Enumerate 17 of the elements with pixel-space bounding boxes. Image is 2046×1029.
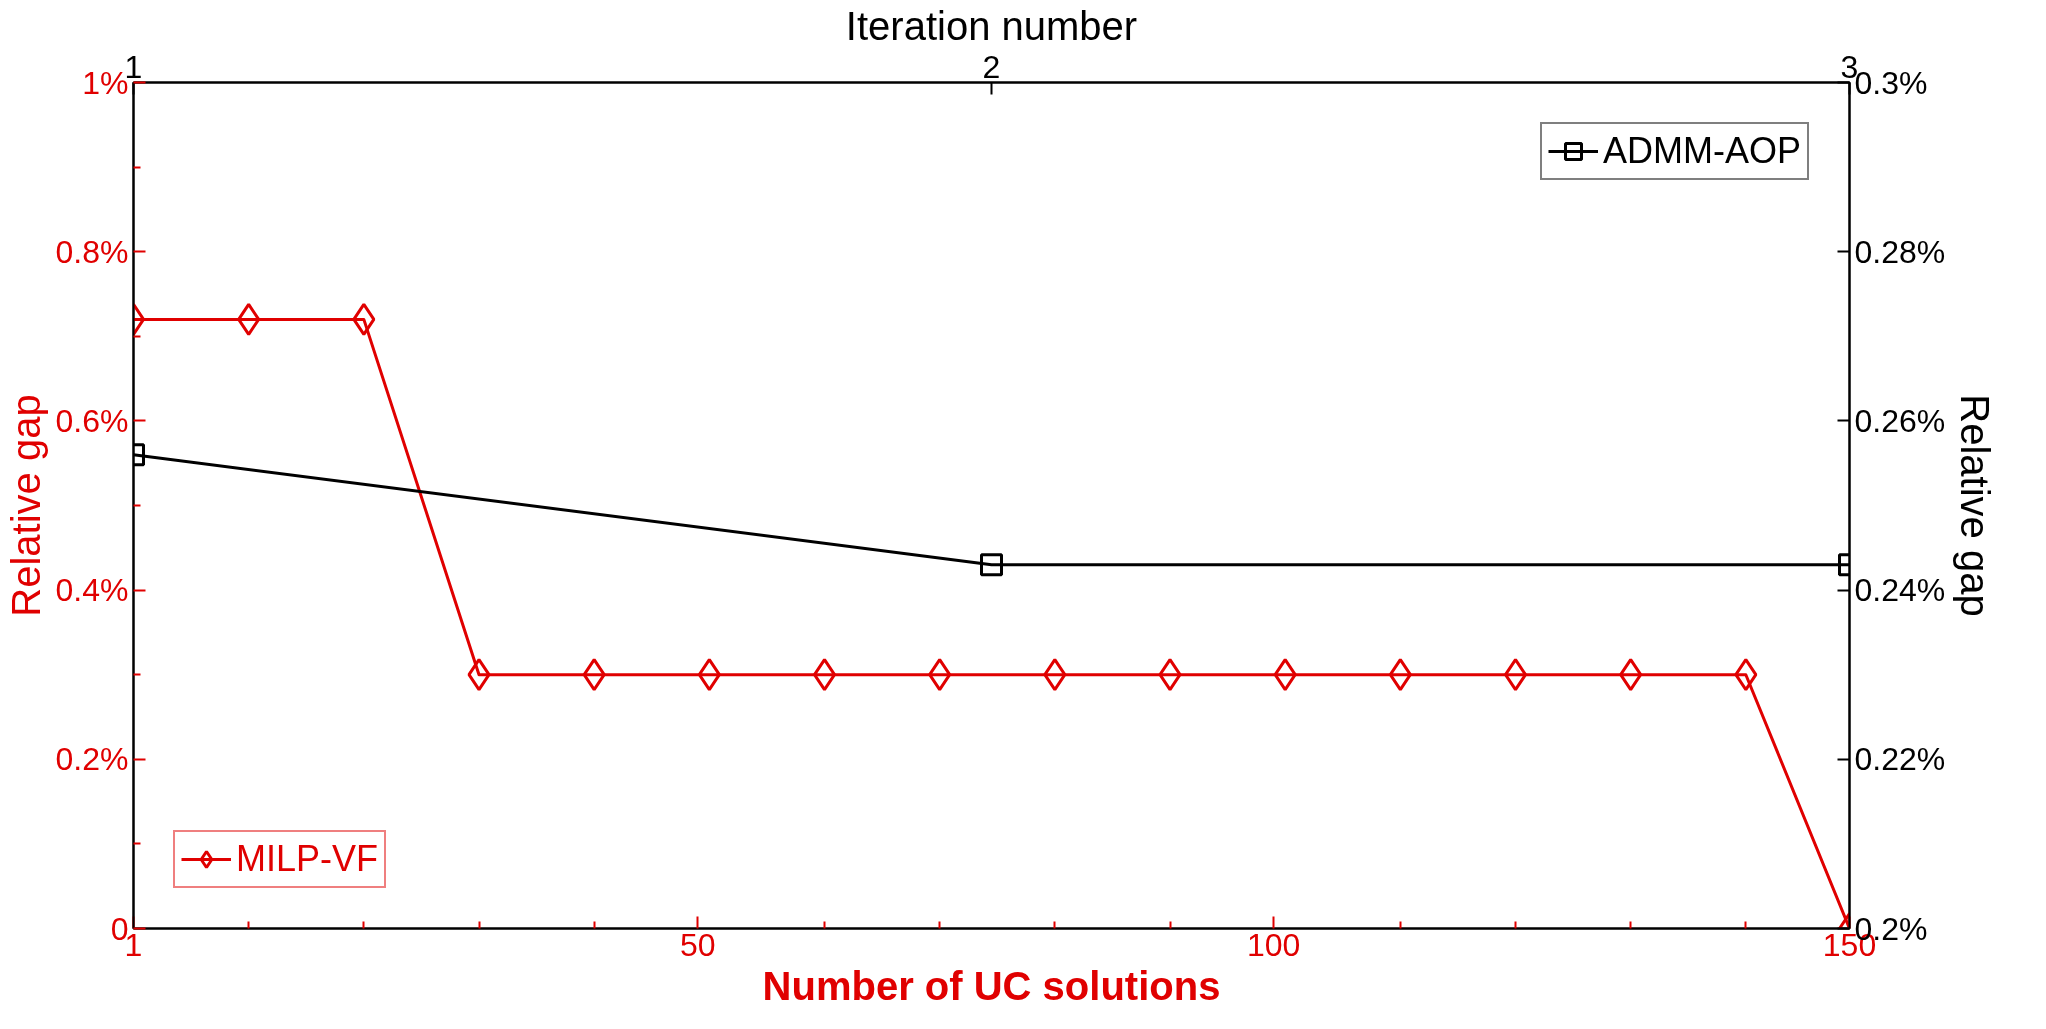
x2-tick-label: 2 xyxy=(982,48,1001,85)
y-tick-label: 0.4% xyxy=(55,572,129,609)
x2-axis-title: Iteration number xyxy=(845,3,1138,48)
y-tick-label: 0.2% xyxy=(55,741,129,778)
y-tick-label: 0.6% xyxy=(55,402,129,439)
legend-label: ADMM-AOP xyxy=(1603,130,1801,172)
y2-tick-label: 0.24% xyxy=(1854,572,1946,609)
x-tick-label: 50 xyxy=(680,926,716,963)
legend-label: MILP-VF xyxy=(236,838,379,880)
y2-axis-title: Relative gap xyxy=(1953,394,1998,617)
y-tick-label: 0.8% xyxy=(55,233,129,270)
y2-tick-label: 0.28% xyxy=(1854,233,1946,270)
y2-tick-label: 0.26% xyxy=(1854,402,1946,439)
y-axis-title: Relative gap xyxy=(3,394,48,617)
x-axis-title: Number of UC solutions xyxy=(762,963,1221,1008)
y2-tick-label: 0.22% xyxy=(1854,741,1946,778)
x-tick-label: 100 xyxy=(1246,926,1301,963)
